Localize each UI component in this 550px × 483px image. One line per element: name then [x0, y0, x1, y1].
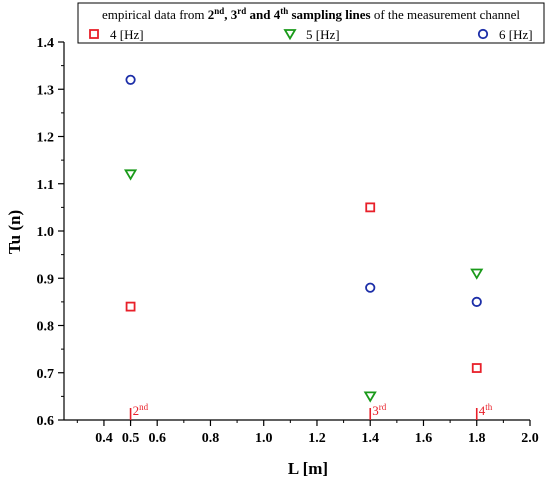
y-tick-label: 1.3 [37, 83, 55, 98]
y-tick-label: 0.7 [37, 367, 55, 382]
sampling-line-annotations: 2nd 3rd 4th [129, 402, 493, 420]
y-tick-label: 0.6 [37, 414, 55, 429]
data-points [123, 74, 484, 403]
data-point [363, 391, 377, 403]
x-tick-label: 0.8 [202, 431, 220, 446]
data-point [471, 363, 482, 373]
data-point [365, 202, 376, 213]
legend: empirical data from 2nd, 3rd and 4th sam… [77, 2, 545, 44]
x-axis-label: L [m] [288, 459, 328, 478]
x-tick-label: 0.4 [95, 431, 113, 446]
legend-label: 4 [Hz] [110, 27, 144, 42]
x-tick-label: 0.5 [122, 431, 140, 446]
legend-marker [283, 29, 297, 41]
y-tick-label: 0.9 [37, 272, 55, 287]
legend-box [77, 2, 545, 44]
data-point [125, 301, 136, 312]
legend-marker [89, 29, 99, 39]
x-tick-label: 1.6 [415, 431, 433, 446]
x-tick-label: 1.8 [468, 431, 486, 446]
y-tick-label: 0.8 [37, 320, 55, 335]
y-tick-label: 1.0 [37, 225, 55, 240]
legend-marker [477, 28, 489, 40]
legend-header: empirical data from 2nd, 3rd and 4th sam… [102, 6, 520, 22]
sampling-line-label: 4th [479, 402, 493, 418]
y-tick-label: 1.1 [37, 178, 55, 193]
axes: 0.6 0.7 0.8 0.9 1.0 1.1 1.2 1.3 1.4 0.4 0.5 0.6 0.8 1… [37, 36, 539, 446]
legend-label: 6 [Hz] [499, 27, 533, 42]
data-point [365, 282, 376, 293]
x-tick-label: 1.0 [255, 431, 273, 446]
x-tick-label: 2.0 [521, 431, 539, 446]
x-tick-label: 1.2 [308, 431, 326, 446]
y-axis-label: Tu (n) [5, 210, 24, 254]
x-tick-label: 0.6 [148, 431, 166, 446]
sampling-line-label: 2nd [133, 402, 149, 418]
x-tick-label: 1.4 [361, 431, 379, 446]
data-point [470, 268, 484, 280]
data-point [125, 74, 136, 85]
sampling-line-label: 3rd [372, 402, 386, 418]
y-tick-label: 1.4 [37, 36, 55, 51]
y-tick-label: 1.2 [37, 131, 55, 146]
data-point [471, 296, 482, 307]
legend-label: 5 [Hz] [306, 27, 340, 42]
data-point [123, 169, 138, 181]
